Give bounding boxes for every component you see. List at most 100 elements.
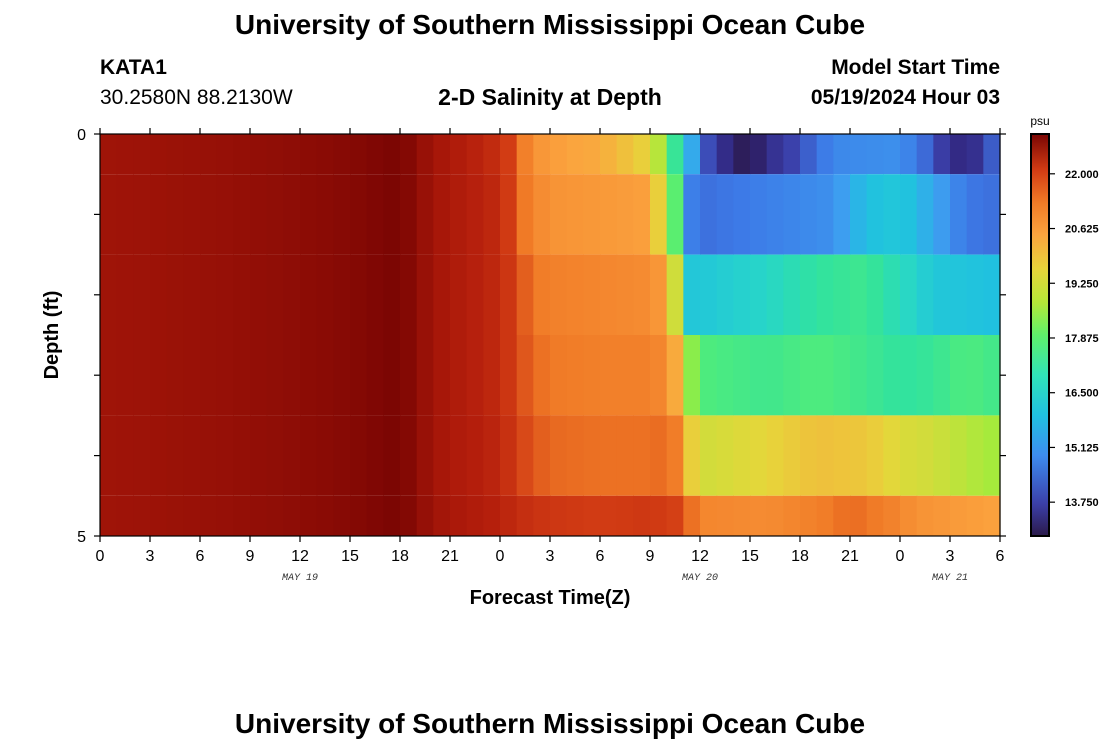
heatmap-cell <box>533 134 551 175</box>
heatmap-cell <box>133 254 151 335</box>
heatmap-cell <box>850 174 868 255</box>
heatmap-cell <box>266 134 284 175</box>
heatmap-cell <box>550 495 568 536</box>
x-axis: 0 3 6 9 12 15 18 21 0 3 6 9 12 15 18 21 0 3 6 MAY 19 MAY 20 M… <box>96 128 1005 584</box>
heatmap-cell <box>416 134 434 175</box>
heatmap-cell <box>416 335 434 416</box>
heatmap-cell <box>283 254 301 335</box>
heatmap-cell <box>550 174 568 255</box>
page-title: University of Southern Mississippi Ocean… <box>234 9 866 40</box>
heatmap-cell <box>650 415 668 496</box>
heatmap-cell <box>250 415 268 496</box>
heatmap-cell <box>866 415 884 496</box>
heatmap-cell <box>816 415 834 496</box>
heatmap-cell <box>200 335 218 416</box>
x-tick-label: 3 <box>546 548 555 565</box>
heatmap-cell <box>683 415 701 496</box>
heatmap-cell <box>183 174 201 255</box>
heatmap-cell <box>633 495 651 536</box>
heatmap-cell <box>983 495 1001 536</box>
heatmap-cell <box>233 415 251 496</box>
heatmap-cell <box>916 134 934 175</box>
heatmap-cell <box>866 134 884 175</box>
heatmap-cell <box>766 335 784 416</box>
heatmap-cell <box>316 415 334 496</box>
heatmap-cell <box>883 254 901 335</box>
colorbar-ticks: 22.000 20.625 19.250 17.875 16.500 15.125 13.7… <box>1049 169 1099 509</box>
heatmap-cell <box>100 174 118 255</box>
x-tick-label: 18 <box>391 548 409 565</box>
heatmap-cell <box>300 174 318 255</box>
heatmap-cell <box>933 415 951 496</box>
heatmap-cell <box>400 335 418 416</box>
heatmap-cell <box>233 134 251 175</box>
heatmap-cell <box>350 415 368 496</box>
heatmap-cell <box>283 335 301 416</box>
heatmap-cell <box>950 495 968 536</box>
heatmap-cell <box>333 254 351 335</box>
heatmap-cell <box>600 335 618 416</box>
x-tick-label: 9 <box>646 548 655 565</box>
heatmap-cell <box>766 495 784 536</box>
heatmap-cell <box>116 254 134 335</box>
colorbar <box>1030 133 1050 537</box>
heatmap-cell <box>266 495 284 536</box>
heatmap-cell <box>216 335 234 416</box>
heatmap-cell <box>300 134 318 175</box>
x-tick-label: 0 <box>896 548 905 565</box>
colorbar-tick-label: 15.125 <box>1065 442 1099 454</box>
heatmap-cell <box>700 254 718 335</box>
heatmap-cell <box>916 495 934 536</box>
heatmap-cell <box>966 495 984 536</box>
heatmap-cell <box>716 174 734 255</box>
heatmap-cell <box>433 134 451 175</box>
heatmap-cell <box>416 254 434 335</box>
heatmap-cell <box>633 174 651 255</box>
heatmap-cell <box>666 134 684 175</box>
heatmap-cell <box>283 415 301 496</box>
heatmap-cell <box>616 415 634 496</box>
heatmap-cell <box>700 174 718 255</box>
heatmap-cell <box>283 495 301 536</box>
heatmap-cell <box>233 335 251 416</box>
heatmap-cell <box>833 254 851 335</box>
heatmap-cell <box>783 134 801 175</box>
heatmap-cell <box>733 174 751 255</box>
heatmap-cell <box>150 335 168 416</box>
heatmap-cell <box>533 495 551 536</box>
heatmap-cell <box>116 174 134 255</box>
heatmap-cell <box>566 174 584 255</box>
x-tick-label: 3 <box>146 548 155 565</box>
heatmap-cell <box>183 495 201 536</box>
heatmap-cell <box>166 134 184 175</box>
heatmap-cell <box>600 254 618 335</box>
heatmap-cell <box>766 174 784 255</box>
heatmap-cell <box>750 415 768 496</box>
heatmap-cell <box>866 495 884 536</box>
x-tick-label: 21 <box>841 548 859 565</box>
heatmap-cell <box>750 495 768 536</box>
heatmap-cell <box>316 174 334 255</box>
heatmap-cell <box>400 134 418 175</box>
heatmap-cell <box>666 495 684 536</box>
heatmap-cell <box>466 415 484 496</box>
heatmap-cell <box>866 335 884 416</box>
heatmap-cell <box>733 254 751 335</box>
heatmap-cell <box>400 254 418 335</box>
heatmap-cell <box>550 254 568 335</box>
heatmap-cell <box>300 415 318 496</box>
heatmap-cell <box>450 174 468 255</box>
heatmap-cell <box>900 495 918 536</box>
x-tick-label: 6 <box>596 548 605 565</box>
heatmap-cell <box>700 495 718 536</box>
heatmap-cell <box>850 495 868 536</box>
y-tick-label: 5 <box>77 529 86 546</box>
heatmap-cell <box>683 134 701 175</box>
heatmap-cell <box>100 134 118 175</box>
heatmap-cell <box>900 254 918 335</box>
heatmap-cell <box>550 134 568 175</box>
heatmap-cell <box>266 174 284 255</box>
heatmap-cell <box>566 415 584 496</box>
heatmap-cell <box>166 495 184 536</box>
heatmap-cell <box>716 415 734 496</box>
